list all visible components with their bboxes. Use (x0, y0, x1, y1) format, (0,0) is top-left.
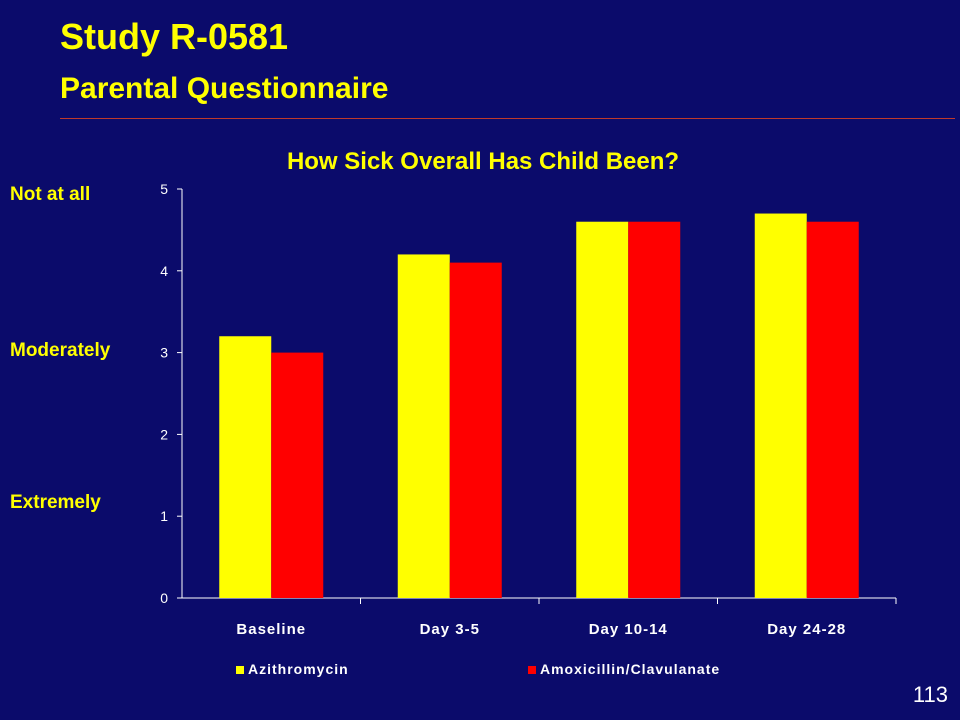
bar (397, 254, 450, 598)
y-tick-label: 2 (160, 426, 168, 442)
bar (271, 352, 324, 598)
slide-title: Study R-0581 (60, 16, 289, 57)
y-tick-label: 1 (160, 508, 168, 524)
slide-subtitle: Parental Questionnaire (60, 72, 389, 105)
x-tick-label: Baseline (236, 621, 306, 638)
legend-swatch (236, 666, 244, 674)
bar (576, 221, 629, 598)
x-tick-label: Day 10-14 (589, 621, 668, 638)
y-tick-label: 5 (160, 181, 168, 197)
y-tick-label: 3 (160, 345, 168, 361)
legend-label: Amoxicillin/Clavulanate (540, 661, 720, 677)
x-tick-label: Day 3-5 (420, 621, 480, 638)
chart-bars (219, 213, 859, 599)
bar (754, 213, 807, 599)
y-tick-label: 4 (160, 263, 168, 279)
bar (806, 221, 859, 598)
page-number: 113 (912, 682, 948, 707)
chart-title: How Sick Overall Has Child Been? (287, 148, 679, 175)
bar (628, 221, 681, 598)
chart-legend: Azithromycin Amoxicillin/Clavulanate (236, 661, 720, 677)
bar (219, 336, 272, 598)
scale-label-not-at-all: Not at all (10, 184, 91, 205)
scale-label-moderately: Moderately (10, 340, 111, 361)
legend-label: Azithromycin (248, 661, 349, 677)
title-divider (60, 118, 955, 119)
x-tick-label: Day 24-28 (767, 621, 846, 638)
bar (449, 262, 502, 598)
scale-label-extremely: Extremely (10, 492, 101, 513)
legend-swatch (528, 666, 536, 674)
y-tick-label: 0 (160, 590, 168, 606)
